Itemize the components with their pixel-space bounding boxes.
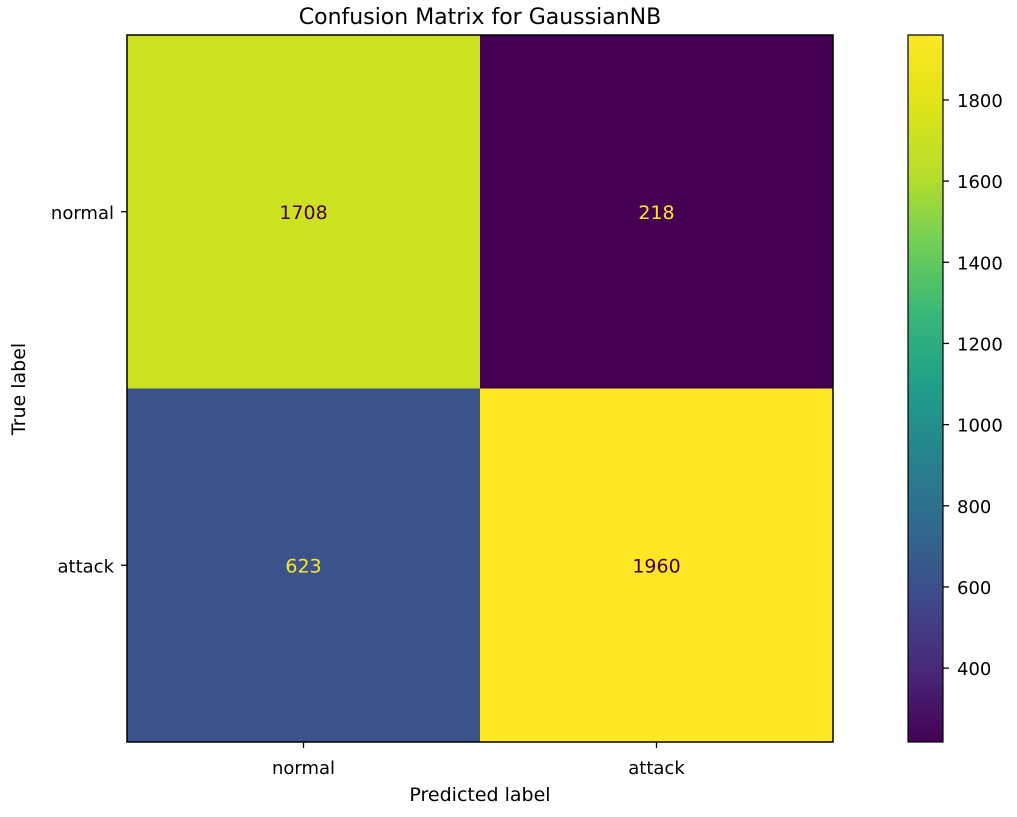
y-tick-label: attack xyxy=(58,556,115,577)
colorbar-tick-label: 800 xyxy=(957,497,991,518)
chart-title: Confusion Matrix for GaussianNB xyxy=(299,5,661,30)
x-tick-label: attack xyxy=(628,758,685,779)
matrix-cell xyxy=(127,35,481,389)
colorbar-tick-label: 400 xyxy=(957,659,991,680)
plot-frame xyxy=(126,34,834,743)
colorbar-tick-label: 1600 xyxy=(957,172,1003,193)
y-axis-label: True label xyxy=(8,343,30,436)
colorbar-tick-label: 600 xyxy=(957,578,991,599)
x-axis-ticks: normal attack xyxy=(272,742,685,779)
y-tick-label: normal xyxy=(51,203,114,224)
matrix-cell xyxy=(127,388,481,743)
colorbar-tick-label: 1400 xyxy=(957,253,1003,274)
y-axis-ticks: normal attack xyxy=(51,203,127,577)
cell-value-label: 623 xyxy=(285,555,321,577)
colorbar-tick-label: 1000 xyxy=(957,416,1003,437)
colorbar-tick-label: 1800 xyxy=(957,91,1003,112)
matrix-cell xyxy=(480,35,834,389)
cell-value-label: 1960 xyxy=(632,555,680,577)
colorbar-ticks: 400 600 800 1000 1200 1400 1600 1800 xyxy=(943,91,1003,680)
colorbar xyxy=(907,34,944,743)
cell-value-label: 218 xyxy=(638,202,674,224)
matrix-cells: 1708 218 623 1960 xyxy=(127,35,834,743)
x-axis-label: Predicted label xyxy=(409,784,550,806)
matrix-cell xyxy=(480,388,834,743)
colorbar-tick-label: 1200 xyxy=(957,334,1003,355)
x-tick-label: normal xyxy=(272,758,335,779)
cell-value-label: 1708 xyxy=(279,202,327,224)
